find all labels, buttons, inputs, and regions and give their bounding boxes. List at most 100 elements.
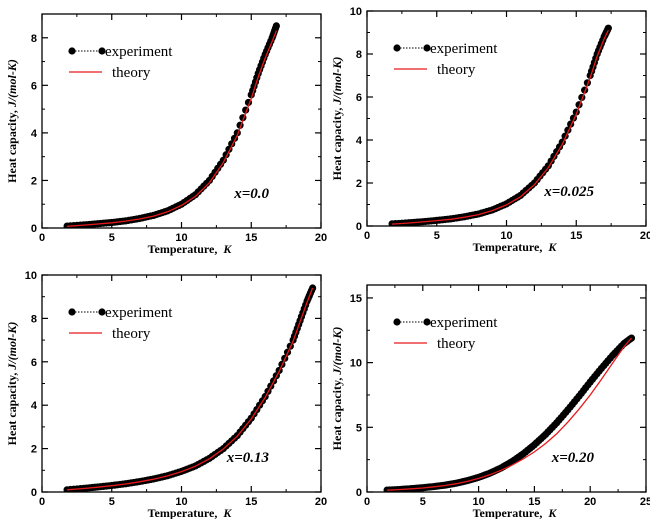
legend-theory-label: theory	[437, 336, 476, 352]
x-tick-label: 10	[175, 232, 187, 244]
x-tick-label: 0	[39, 232, 45, 244]
x-tick-label: 20	[315, 232, 327, 244]
x-tick-label: 5	[434, 230, 440, 242]
plot-area	[383, 334, 636, 492]
x-axis-unit: K	[547, 506, 557, 519]
y-axis-unit: J/(mol-K)	[5, 322, 19, 371]
y-axis-unit: J/(mol-K)	[330, 327, 344, 376]
composition-label: x=0.025	[543, 184, 594, 200]
y-axis-title: Heat capacity, J/(mol-K)	[330, 57, 344, 181]
y-tick-label: 2	[31, 444, 37, 456]
x-tick-label: 10	[472, 496, 484, 508]
x-tick-label: 20	[315, 496, 327, 508]
legend-experiment-label: experiment	[430, 41, 498, 57]
theory-line	[67, 287, 314, 491]
experiment-point	[604, 24, 612, 32]
x-tick-label: 15	[245, 496, 257, 508]
y-tick-label: 8	[31, 33, 37, 45]
y-tick-label: 6	[31, 357, 37, 369]
x-tick-label: 5	[109, 496, 115, 508]
x-tick-label: 25	[640, 496, 650, 508]
x-tick-label: 15	[570, 230, 582, 242]
y-tick-label: 6	[31, 80, 37, 92]
y-tick-label: 10	[350, 358, 362, 370]
x-axis-label: Temperature,	[148, 242, 218, 256]
y-axis-unit: J/(mol-K)	[330, 57, 344, 106]
plot-frame	[41, 13, 322, 229]
x-tick-label: 5	[109, 232, 115, 244]
y-axis-unit: J/(mol-K)	[5, 59, 19, 108]
x-tick-label: 10	[175, 496, 187, 508]
y-tick-label: 5	[356, 422, 362, 434]
x-axis-unit: K	[222, 506, 232, 519]
legend-theory-label: theory	[112, 326, 151, 342]
y-tick-label: 10	[350, 6, 362, 18]
y-tick-label: 15	[350, 293, 362, 305]
x-tick-label: 20	[640, 230, 650, 242]
y-tick-label: 0	[31, 487, 37, 499]
theory-line	[392, 30, 609, 225]
plot-frame	[41, 274, 322, 493]
x-axis-unit: K	[222, 242, 232, 256]
x-axis-title: Temperature, K	[148, 506, 233, 519]
x-axis-title: Temperature, K	[148, 242, 233, 256]
legend-experiment-marker	[423, 318, 431, 326]
x-tick-label: 0	[364, 496, 370, 508]
legend-experiment-label: experiment	[105, 44, 173, 60]
legend-theory-label: theory	[437, 62, 476, 78]
y-tick-label: 6	[356, 92, 362, 104]
x-axis-unit: K	[547, 240, 557, 254]
x-axis-label: Temperature,	[473, 240, 543, 254]
y-axis-label: Heat capacity,	[5, 373, 19, 446]
composition-label: x=0.20	[551, 450, 595, 466]
y-tick-label: 10	[25, 270, 37, 282]
plot-area	[63, 284, 317, 492]
y-tick-label: 8	[356, 49, 362, 61]
y-axis-label: Heat capacity,	[330, 378, 344, 451]
composition-label: x=0.0	[233, 186, 269, 202]
x-tick-label: 20	[584, 496, 596, 508]
x-axis-title: Temperature, K	[473, 506, 558, 519]
y-tick-label: 0	[356, 221, 362, 233]
legend-experiment-label: experiment	[105, 305, 173, 321]
y-tick-label: 0	[31, 223, 37, 235]
y-tick-label: 2	[356, 178, 362, 190]
legend-experiment-marker	[68, 47, 76, 55]
legend-experiment-label: experiment	[430, 315, 498, 331]
panel-1: 0 5 10 15 20 0 2 4 6 8 Temperature, K Heat capacity…	[5, 13, 327, 256]
x-axis-title: Temperature, K	[473, 240, 558, 254]
legend-experiment-marker	[393, 318, 401, 326]
plot-area	[63, 22, 280, 228]
y-tick-label: 2	[31, 175, 37, 187]
x-tick-label: 0	[364, 230, 370, 242]
legend-theory-label: theory	[112, 65, 151, 81]
y-tick-label: 8	[31, 313, 37, 325]
y-tick-label: 4	[31, 128, 38, 140]
legend-experiment-marker	[68, 308, 76, 316]
x-tick-label: 5	[420, 496, 426, 508]
x-tick-label: 15	[528, 496, 540, 508]
legend-experiment-marker	[393, 44, 401, 52]
composition-label: x=0.13	[226, 450, 270, 466]
y-tick-label: 4	[31, 400, 38, 412]
plot-area	[388, 24, 612, 226]
x-tick-label: 15	[245, 232, 257, 244]
y-axis-title: Heat capacity, J/(mol-K)	[5, 322, 19, 446]
y-axis-label: Heat capacity,	[5, 110, 19, 183]
y-axis-title: Heat capacity, J/(mol-K)	[5, 59, 19, 183]
y-tick-label: 4	[356, 135, 363, 147]
x-tick-label: 0	[39, 496, 45, 508]
theory-line	[387, 337, 632, 491]
y-axis-label: Heat capacity,	[330, 108, 344, 181]
legend-experiment-marker	[423, 44, 431, 52]
experiment-point	[272, 22, 280, 30]
theory-line	[67, 30, 278, 227]
x-axis-label: Temperature,	[148, 506, 218, 519]
legend-experiment-marker	[98, 47, 106, 55]
y-tick-label: 0	[356, 487, 362, 499]
y-axis-title: Heat capacity, J/(mol-K)	[330, 327, 344, 451]
